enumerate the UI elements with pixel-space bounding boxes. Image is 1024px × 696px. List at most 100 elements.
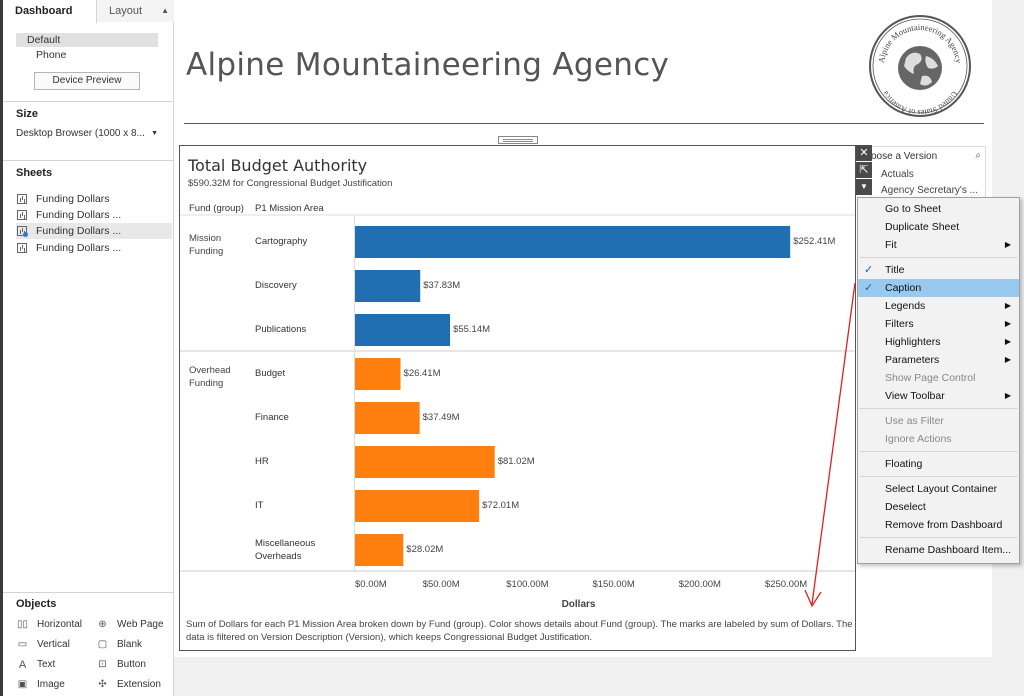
group-label: Mission bbox=[189, 233, 221, 244]
button-icon: ⊡ bbox=[98, 659, 107, 670]
menu-item-label: Fit bbox=[885, 239, 897, 251]
tab-layout[interactable]: Layout ▲ bbox=[97, 0, 174, 22]
object-horizontal[interactable]: ▯▯ Horizontal bbox=[17, 618, 82, 632]
menu-separator bbox=[859, 408, 1018, 409]
object-web-page[interactable]: ⊕ Web Page bbox=[97, 618, 164, 632]
category-label: Budget bbox=[255, 368, 285, 379]
bar bbox=[355, 270, 421, 302]
menu-item-use-as-filter: Use as Filter bbox=[858, 412, 1019, 430]
x-tick-label: $100.00M bbox=[506, 579, 548, 590]
container-grip-handle[interactable] bbox=[498, 136, 538, 144]
menu-item-deselect[interactable]: Deselect bbox=[858, 498, 1019, 516]
size-value: Desktop Browser (1000 x 8... bbox=[16, 128, 145, 139]
column-header-group: Fund (group) bbox=[189, 203, 244, 214]
menu-item-duplicate-sheet[interactable]: Duplicate Sheet bbox=[858, 218, 1019, 236]
divider bbox=[3, 101, 174, 102]
bar bbox=[355, 534, 404, 566]
version-option[interactable]: Actuals bbox=[881, 169, 914, 180]
object-label: Horizontal bbox=[37, 619, 83, 630]
menu-item-label: Caption bbox=[885, 282, 922, 294]
version-option[interactable]: Agency Secretary's ... bbox=[881, 185, 978, 196]
menu-item-go-to-sheet[interactable]: Go to Sheet bbox=[858, 200, 1019, 218]
object-image[interactable]: ▣ Image bbox=[17, 678, 65, 692]
worksheet-icon bbox=[17, 226, 27, 236]
more-options-chevron-down-icon[interactable]: ▼ bbox=[856, 179, 872, 195]
x-tick-label: $150.00M bbox=[592, 579, 634, 590]
close-icon[interactable]: ✕ bbox=[856, 145, 872, 161]
sheet-item[interactable]: Funding Dollars ... bbox=[16, 240, 172, 256]
device-phone[interactable]: Phone bbox=[36, 49, 67, 61]
bar-chart[interactable]: Cartography $252.41M Discovery $37.83M Publi… bbox=[180, 146, 855, 616]
submenu-arrow-icon: ▶ bbox=[1004, 391, 1011, 400]
divider bbox=[3, 160, 174, 161]
menu-item-select-layout-container[interactable]: Select Layout Container bbox=[858, 480, 1019, 498]
category-label: Cartography bbox=[255, 236, 308, 247]
x-axis-label: Dollars bbox=[562, 599, 596, 610]
chart-sheet[interactable]: Total Budget Authority $590.32M for Cong… bbox=[179, 145, 856, 651]
group-label: Funding bbox=[189, 246, 223, 257]
data-label: $81.02M bbox=[498, 456, 535, 467]
updown-icon: ▲ bbox=[161, 6, 169, 15]
menu-item-rename-dashboard-item[interactable]: Rename Dashboard Item... bbox=[858, 541, 1019, 559]
checkmark-icon: ✓ bbox=[864, 264, 874, 276]
category-label: IT bbox=[255, 500, 264, 511]
menu-item-label: Use as Filter bbox=[885, 415, 944, 427]
object-label: Image bbox=[37, 679, 65, 690]
divider bbox=[3, 592, 174, 593]
group-label: Funding bbox=[189, 378, 223, 389]
size-dropdown[interactable]: Desktop Browser (1000 x 8... ▼ bbox=[16, 127, 160, 141]
menu-separator bbox=[859, 451, 1018, 452]
menu-item-legends[interactable]: Legends ▶ bbox=[858, 297, 1019, 315]
menu-item-title[interactable]: ✓ Title bbox=[858, 261, 1019, 279]
version-filter[interactable]: oose a Version ⌕ Actuals Agency Secretar… bbox=[870, 146, 986, 198]
tab-dashboard[interactable]: Dashboard bbox=[3, 0, 97, 23]
category-label: Finance bbox=[255, 412, 289, 423]
menu-item-remove-from-dashboard[interactable]: Remove from Dashboard bbox=[858, 516, 1019, 534]
globe-icon: ⊕ bbox=[98, 619, 107, 630]
category-label: Discovery bbox=[255, 280, 297, 291]
sheet-item[interactable]: Funding Dollars ... bbox=[16, 207, 172, 223]
chart-title: Total Budget Authority bbox=[188, 156, 368, 175]
object-extension[interactable]: ✣ Extension bbox=[97, 678, 161, 692]
menu-item-filters[interactable]: Filters ▶ bbox=[858, 315, 1019, 333]
device-default[interactable]: Default bbox=[16, 33, 158, 47]
object-label: Vertical bbox=[37, 639, 70, 650]
menu-item-caption[interactable]: ✓ Caption bbox=[858, 279, 1019, 297]
menu-item-highlighters[interactable]: Highlighters ▶ bbox=[858, 333, 1019, 351]
menu-item-ignore-actions: Ignore Actions bbox=[858, 430, 1019, 448]
object-text[interactable]: A Text bbox=[17, 658, 56, 672]
worksheet-icon bbox=[17, 194, 27, 204]
sheet-item-active[interactable]: Funding Dollars ... bbox=[16, 223, 172, 239]
object-button[interactable]: ⊡ Button bbox=[97, 658, 146, 672]
canvas-margin bbox=[174, 657, 1024, 696]
sheet-item[interactable]: Funding Dollars bbox=[16, 191, 172, 207]
object-label: Web Page bbox=[117, 619, 164, 630]
bar bbox=[355, 314, 451, 346]
menu-item-label: Select Layout Container bbox=[885, 483, 998, 495]
chart-subtitle: $590.32M for Congressional Budget Justif… bbox=[188, 178, 393, 189]
menu-item-label: Rename Dashboard Item... bbox=[885, 544, 1012, 556]
menu-item-label: Filters bbox=[885, 318, 914, 330]
submenu-arrow-icon: ▶ bbox=[1004, 301, 1011, 310]
go-to-sheet-icon[interactable]: ⇱ bbox=[856, 162, 872, 178]
column-header-category: P1 Mission Area bbox=[255, 203, 324, 214]
data-label: $28.02M bbox=[406, 544, 443, 555]
menu-item-floating[interactable]: Floating bbox=[858, 455, 1019, 473]
object-label: Blank bbox=[117, 639, 143, 650]
sheets-section-title: Sheets bbox=[16, 167, 53, 179]
menu-item-label: View Toolbar bbox=[885, 390, 945, 402]
x-tick-label: $200.00M bbox=[679, 579, 721, 590]
category-label: Miscellaneous bbox=[255, 538, 315, 549]
category-label: HR bbox=[255, 456, 269, 467]
menu-item-fit[interactable]: Fit ▶ bbox=[858, 236, 1019, 254]
chevron-down-icon: ▼ bbox=[151, 130, 158, 137]
device-preview-button[interactable]: Device Preview bbox=[34, 72, 140, 90]
menu-item-parameters[interactable]: Parameters ▶ bbox=[858, 351, 1019, 369]
menu-item-label: Remove from Dashboard bbox=[885, 519, 1003, 531]
menu-item-label: Ignore Actions bbox=[885, 433, 952, 445]
menu-item-view-toolbar[interactable]: View Toolbar ▶ bbox=[858, 387, 1019, 405]
object-vertical[interactable]: ▭ Vertical bbox=[17, 638, 70, 652]
object-blank[interactable]: ▢ Blank bbox=[97, 638, 142, 652]
search-icon[interactable]: ⌕ bbox=[975, 150, 981, 161]
sheet-item-label: Funding Dollars ... bbox=[36, 242, 122, 254]
